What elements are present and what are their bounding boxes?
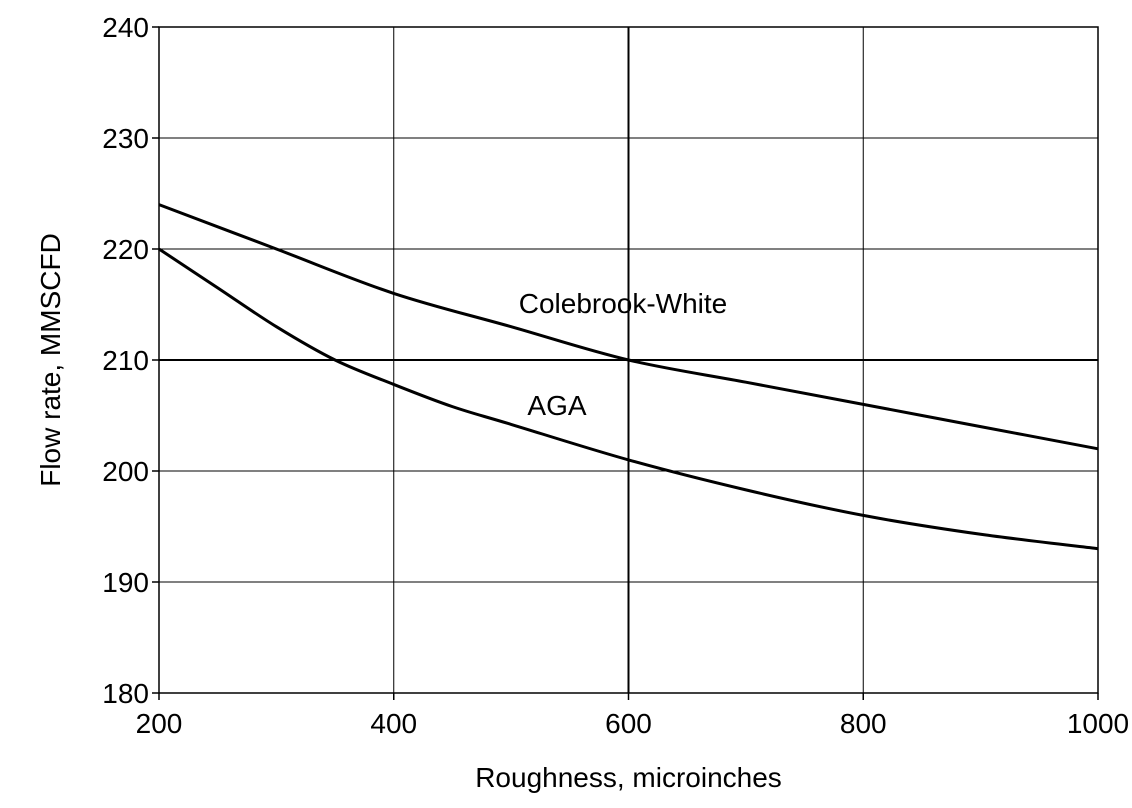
y-axis-title: Flow rate, MMSCFD (35, 233, 66, 487)
y-tick-label: 210 (102, 345, 149, 376)
y-tick-label: 200 (102, 456, 149, 487)
series-line-colebrook-white (158, 203, 1099, 451)
y-tick-label: 180 (102, 678, 149, 709)
series-lines (158, 203, 1099, 551)
series-label: AGA (527, 390, 586, 421)
y-tick-label: 220 (102, 234, 149, 265)
x-tick-label: 200 (136, 708, 183, 739)
series-labels: Colebrook-White AGA (519, 288, 728, 421)
y-tick-label: 240 (102, 12, 149, 43)
x-tick-label: 600 (605, 708, 652, 739)
series-label: Colebrook-White (519, 288, 728, 319)
x-tick-label: 800 (840, 708, 887, 739)
y-axis-ticks: 180 190 200 210 220 230 240 (102, 12, 159, 709)
x-tick-label: 400 (370, 708, 417, 739)
x-axis-title: Roughness, microinches (475, 762, 782, 793)
series-line-aga (158, 247, 1099, 551)
y-tick-label: 190 (102, 567, 149, 598)
x-axis-ticks: 200 400 600 800 1000 (136, 693, 1129, 739)
y-tick-label: 230 (102, 123, 149, 154)
x-tick-label: 1000 (1067, 708, 1129, 739)
